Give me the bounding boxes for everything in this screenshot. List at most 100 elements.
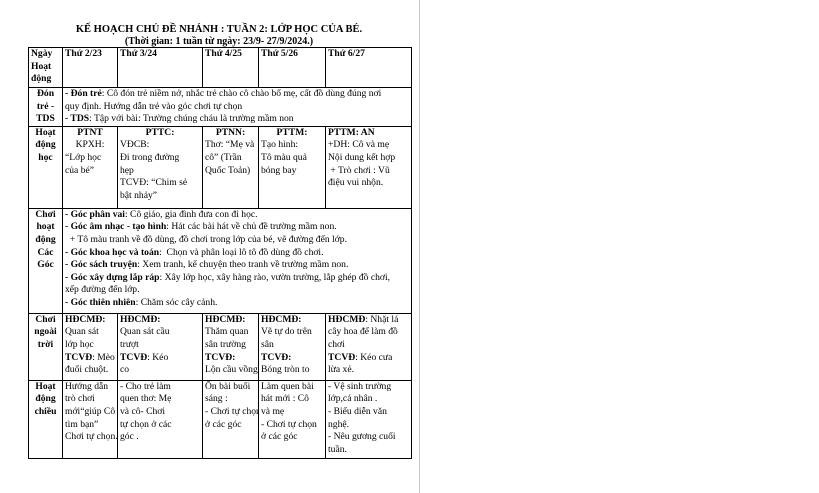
cell-line: Thơ: “Mẹ và [205,139,256,152]
cell-line: +DH: Cô và mẹ [328,139,409,152]
cell-line: co [120,364,200,377]
bold-text: TCVĐ [120,351,148,363]
text: Hướng dẫn [65,380,109,392]
text: nghệ. [328,418,350,430]
cell-line: Bóng tròn to [261,364,323,377]
cell-line: “Lớp học [65,152,115,165]
text: : Kéo [147,351,169,363]
row-label-line: động [31,73,52,85]
bold-text: Thứ 6/27 [328,48,365,60]
cell-line: mới“giúp Cô [65,406,115,419]
bold-text: PTTM: [276,126,308,138]
text: lớp,cá nhân . [328,393,378,405]
bold-text: Thứ 3/24 [120,48,157,60]
text: : Kéo cưa [355,351,393,363]
cell-line: của bé” [65,165,115,178]
text: của bé” [65,164,95,176]
row-label-line: TDS [36,113,55,125]
cell-line: - Góc khoa học và toán: Chọn và phân loạ… [65,247,409,260]
bold-text: - Góc phân vai [65,208,125,220]
text: sân trường [205,338,246,350]
text: - Chơi tự chọn [205,405,259,417]
cell-line: Hướng dẫn [65,380,115,393]
text: và cô- Chơi [120,405,166,417]
table-row: Đón trẻ - TDS - Đón trẻ: Cô đón trẻ niềm nở… [28,87,412,127]
text: : Nhặt lá [365,313,399,325]
row-label-line: trời [37,338,54,350]
cell-line: cô” (Trần [205,152,256,165]
cell-line: quy định. Hướng dẫn trẻ vào góc chơi tự … [65,101,409,114]
row-label-line: Hoạt [35,380,56,392]
text: trượt [120,338,139,350]
cell-line: sáng : [205,393,256,406]
text: : Xem tranh, kể chuyện theo tranh về trư… [137,259,349,271]
cell-line: Thăm quan [205,326,256,339]
cell-line: - Góc thiên nhiên: Chăm sóc cây cảnh. [65,297,409,310]
table-row: Chơi hoạt động Các Góc - Góc phân vai: Cô giá… [28,207,412,314]
text: bóng bay [261,164,297,176]
cell-line: Làm quen bài [261,381,323,393]
cell-line: Lộn cầu vồng [205,364,258,377]
text: Quan sát cầu [120,326,170,338]
cell-line: Thứ 2/23 [65,49,115,61]
row-label: Đón trẻ - TDS [28,87,63,127]
merged-cell: - Góc phân vai: Cô giáo, gia đình đưa co… [62,207,412,314]
cell-line: tự chọn ở các [120,419,200,432]
text: mới“giúp Cô [65,405,116,417]
text: đuổi chuột. [65,364,109,376]
bold-text: - TDS [65,113,90,125]
cell-line: - Nêu gương cuối [328,431,409,444]
cell-line: hẹp [120,165,200,178]
cell-line: trò chơi [65,393,115,406]
cell-line: - Góc xây dựng lắp ráp: Xây lớp học, xây… [65,272,409,285]
cell-line: - Góc sách truyện: Xem tranh, kể chuyện … [65,259,409,272]
cell-line: HĐCMĐ: [205,314,256,326]
bold-text: - Góc thiên nhiên [65,296,136,308]
table-row: Hoạt động học PTNT KPXH: “Lớp học của bé” PTTC:… [28,125,412,209]
row-label-line: Góc [37,259,54,271]
row-label-line: Đón [36,88,55,99]
row-label-line: trẻ - [36,100,55,112]
table-cell: HĐCMĐ: Vẽ tự do trên sân TCVĐ: Bóng tròn to [258,312,326,381]
text: + Tô màu tranh về đồ dùng, đồ chơi trong… [65,233,347,245]
bold-text: - Đón trẻ [65,88,102,99]
cell-line: Đi trong đường [120,152,200,165]
cell-line: TCVĐ: [205,352,256,365]
cell-line: KPXH: [65,139,115,152]
row-label-line: động [35,139,56,151]
row-label: Hoạt động chiều [28,379,63,459]
cell-line: - Vệ sinh trường [328,381,409,393]
cell-line: TCVĐ: [261,352,323,365]
text: : Cô đón trẻ niềm nở, nhắc trẻ chào cô c… [101,88,382,99]
table-cell: HĐCMĐ: Nhặt lá cây hoa để làm đồ chơi TCVĐ:… [325,312,412,381]
bold-text: PTTM: AN [328,126,375,138]
text: quy định. Hướng dẫn trẻ vào góc chơi tự … [65,100,243,112]
text: - Nêu gương cuối [328,431,396,443]
text: lừa xẻ. [328,364,354,376]
document-page: KẾ HOẠCH CHỦ ĐỀ NHÁNH : TUẦN 2: LỚP HỌC … [28,0,420,493]
cell-line: xếp đường đến lớp. [65,284,409,297]
cell-line: TCVĐ: “Chim sẻ [120,177,200,190]
cell-line: PTNT [65,127,115,139]
text: VĐCB: [120,139,150,151]
row-label: Chơi ngoài trời [28,312,63,381]
text: KPXH: [75,139,105,151]
cell-line: ở các góc [261,431,323,444]
table-cell: PTNT KPXH: “Lớp học của bé” [62,125,118,209]
cell-line: lừa xẻ. [328,364,409,377]
document-title: KẾ HOẠCH CHỦ ĐỀ NHÁNH : TUẦN 2: LỚP HỌC … [75,24,363,35]
text: và mẹ [261,405,285,417]
bold-text: HĐCMĐ [328,313,366,325]
text: Đi trong đường [120,151,180,163]
table-row: Hoạt động chiều Hướng dẫn trò chơi mới“giúp C… [28,379,412,459]
cell-line: - Cho trẻ làm [120,381,200,393]
cell-line: - Đón trẻ: Cô đón trẻ niềm nở, nhắc trẻ … [65,88,409,100]
table-cell: HĐCMĐ: Quan sát cầu trượt TCVĐ: Kéo co [117,312,203,381]
cell-line: lớp học [65,339,115,352]
bold-text: - Góc xây dựng lắp ráp [65,271,160,283]
text: sân [261,338,274,350]
cell-line: PTTM: AN [328,126,409,139]
text: chơi [328,338,345,350]
cell-line: Quốc Toản) [205,165,256,178]
cell-line: chơi [328,339,409,352]
